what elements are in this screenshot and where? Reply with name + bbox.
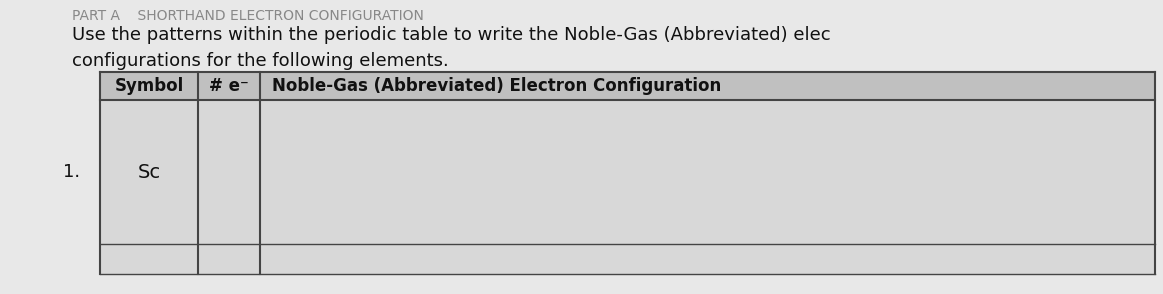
Text: Sc: Sc xyxy=(137,163,160,181)
Text: Noble-Gas (Abbreviated) Electron Configuration: Noble-Gas (Abbreviated) Electron Configu… xyxy=(272,77,721,95)
Text: Use the patterns within the periodic table to write the Noble-Gas (Abbreviated) : Use the patterns within the periodic tab… xyxy=(72,26,830,44)
Text: configurations for the following elements.: configurations for the following element… xyxy=(72,52,449,70)
Text: 1.: 1. xyxy=(64,163,80,181)
Bar xyxy=(100,100,1155,244)
Text: # e⁻: # e⁻ xyxy=(209,77,249,95)
Text: PART A    SHORTHAND ELECTRON CONFIGURATION: PART A SHORTHAND ELECTRON CONFIGURATION xyxy=(72,9,423,23)
Bar xyxy=(100,72,1155,100)
Bar xyxy=(100,244,1155,274)
Text: Symbol: Symbol xyxy=(114,77,184,95)
